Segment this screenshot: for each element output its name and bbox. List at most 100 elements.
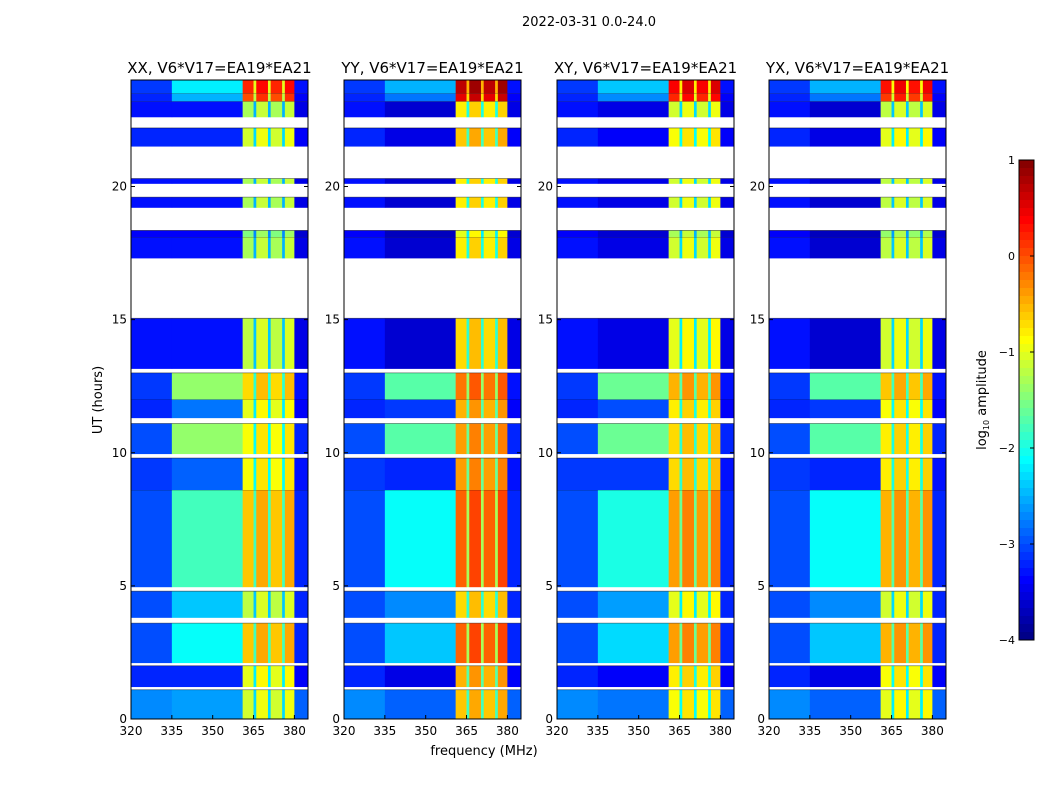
- heatmap-cell: [908, 230, 921, 238]
- heatmap-cell: [905, 80, 909, 94]
- heatmap-cell: [710, 458, 721, 491]
- heatmap-cell: [480, 372, 484, 400]
- heatmap-cell: [284, 372, 295, 400]
- heatmap-cell: [344, 101, 386, 118]
- heatmap-cell: [891, 318, 895, 369]
- heatmap-cell: [256, 591, 269, 618]
- heatmap-cell: [682, 689, 695, 719]
- heatmap-cell: [284, 623, 295, 664]
- heatmap-cell: [480, 490, 484, 588]
- colorbar-swatch: [1019, 504, 1034, 513]
- heatmap-cell: [256, 490, 269, 588]
- heatmap-cell: [557, 423, 599, 455]
- colorbar-tick-label: −4: [999, 634, 1015, 647]
- heatmap-cell: [922, 80, 933, 94]
- heatmap-cell: [696, 178, 709, 184]
- heatmap-cell: [131, 237, 173, 259]
- figure-suptitle: 2022-03-31 0.0-24.0: [522, 15, 656, 30]
- heatmap-cell: [270, 127, 283, 147]
- heatmap-cell: [693, 101, 697, 118]
- heatmap-cell: [294, 230, 309, 238]
- heatmap-cell: [679, 237, 683, 259]
- heatmap-cell: [507, 623, 522, 664]
- heatmap-cell: [466, 689, 470, 719]
- colorbar-swatch: [1019, 384, 1034, 393]
- heatmap-cell: [679, 101, 683, 118]
- heatmap-cell: [922, 665, 933, 688]
- colorbar-swatch: [1019, 408, 1034, 417]
- heatmap-cell: [267, 623, 271, 664]
- heatmap-cell: [557, 490, 599, 588]
- heatmap-cell: [920, 80, 924, 94]
- heatmap-cell: [495, 689, 499, 719]
- heatmap-cell: [384, 591, 456, 618]
- heatmap-cell: [483, 689, 496, 719]
- heatmap-cell: [131, 178, 173, 184]
- heatmap-cell: [891, 591, 895, 618]
- heatmap-cell: [483, 178, 496, 184]
- y-tick-label: 0: [757, 712, 765, 726]
- heatmap-cell: [668, 490, 680, 588]
- colorbar-swatch: [1019, 200, 1034, 209]
- heatmap-cell: [466, 490, 470, 588]
- heatmap-cell: [256, 93, 269, 102]
- heatmap-cell: [693, 197, 697, 208]
- heatmap-cell: [720, 490, 735, 588]
- heatmap-cell: [495, 237, 499, 259]
- heatmap-cell: [597, 490, 669, 588]
- y-tick-label: 0: [332, 712, 340, 726]
- heatmap-cell: [282, 93, 286, 102]
- heatmap-cell: [880, 665, 892, 688]
- heatmap-cell: [384, 197, 456, 208]
- heatmap-cell: [894, 372, 907, 400]
- colorbar-swatch: [1019, 512, 1034, 521]
- heatmap-cell: [894, 490, 907, 588]
- heatmap-cell: [253, 623, 257, 664]
- heatmap-cell: [597, 665, 669, 688]
- heatmap-cell: [384, 93, 456, 102]
- heatmap-cell: [720, 80, 735, 94]
- heatmap-cell: [483, 80, 496, 94]
- heatmap-cell: [891, 101, 895, 118]
- heatmap-cell: [932, 623, 947, 664]
- heatmap-cell: [284, 665, 295, 688]
- colorbar-swatch: [1019, 600, 1034, 609]
- heatmap-cell: [256, 372, 269, 400]
- heatmap-cell: [284, 458, 295, 491]
- heatmap-cell: [922, 423, 933, 455]
- heatmap-cell: [270, 237, 283, 259]
- heatmap-cell: [905, 237, 909, 259]
- heatmap-cell: [294, 127, 309, 147]
- heatmap-cell: [507, 178, 522, 184]
- y-axis-label: UT (hours): [91, 366, 106, 434]
- colorbar-swatch: [1019, 552, 1034, 561]
- heatmap-cell: [769, 423, 811, 455]
- heatmap-cell: [708, 237, 712, 259]
- heatmap-cell: [769, 318, 811, 369]
- heatmap-cell: [267, 490, 271, 588]
- heatmap-cell: [344, 127, 386, 147]
- heatmap-cell: [557, 93, 599, 102]
- heatmap-cell: [696, 93, 709, 102]
- heatmap-cell: [710, 93, 721, 102]
- heatmap-cell: [932, 197, 947, 208]
- x-tick-label: 320: [333, 724, 356, 738]
- heatmap-cell: [932, 689, 947, 719]
- heatmap-cell: [344, 178, 386, 184]
- colorbar-swatch: [1019, 232, 1034, 241]
- heatmap-cell: [284, 490, 295, 588]
- heatmap-cell: [597, 230, 669, 238]
- heatmap-cell: [256, 458, 269, 491]
- heatmap-cell: [267, 399, 271, 419]
- heatmap-cell: [908, 318, 921, 369]
- heatmap-cell: [920, 237, 924, 259]
- heatmap-cell: [495, 623, 499, 664]
- heatmap-cell: [880, 372, 892, 400]
- colorbar-label-sub: 10: [982, 420, 991, 430]
- heatmap-cell: [682, 127, 695, 147]
- heatmap-cell: [894, 423, 907, 455]
- heatmap-cell: [932, 665, 947, 688]
- panel-2: YY, V6*V17=EA19*EA21 320 335 350 365 380 0 5 10 1…: [325, 59, 524, 738]
- heatmap-cell: [557, 372, 599, 400]
- heatmap-cell: [557, 689, 599, 719]
